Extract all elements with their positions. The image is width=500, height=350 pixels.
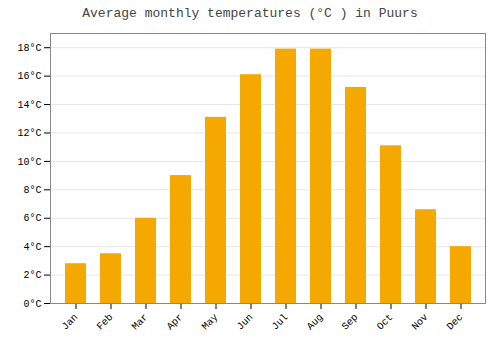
svg-text:Sep: Sep bbox=[340, 312, 361, 333]
svg-text:10°C: 10°C bbox=[17, 157, 41, 168]
svg-text:Apr: Apr bbox=[165, 312, 186, 333]
svg-text:18°C: 18°C bbox=[17, 43, 41, 54]
svg-text:Jun: Jun bbox=[235, 312, 256, 333]
svg-text:4°C: 4°C bbox=[23, 242, 41, 253]
svg-text:16°C: 16°C bbox=[17, 71, 41, 82]
svg-text:Dec: Dec bbox=[445, 312, 466, 333]
svg-text:Oct: Oct bbox=[375, 312, 396, 333]
svg-text:12°C: 12°C bbox=[17, 128, 41, 139]
svg-text:2°C: 2°C bbox=[23, 270, 41, 281]
svg-text:Jan: Jan bbox=[60, 312, 81, 333]
svg-text:May: May bbox=[200, 312, 221, 333]
svg-text:6°C: 6°C bbox=[23, 213, 41, 224]
svg-text:Mar: Mar bbox=[130, 312, 151, 333]
svg-text:14°C: 14°C bbox=[17, 100, 41, 111]
svg-text:Aug: Aug bbox=[305, 312, 326, 333]
svg-text:8°C: 8°C bbox=[23, 185, 41, 196]
svg-text:0°C: 0°C bbox=[23, 299, 41, 310]
html-text:Average monthly temperatures (: Average monthly temperatures (°C ) in Pu… bbox=[82, 6, 418, 21]
svg-text:Feb: Feb bbox=[95, 312, 116, 333]
svg-text:Nov: Nov bbox=[410, 312, 431, 333]
svg-text:Jul: Jul bbox=[270, 312, 291, 333]
